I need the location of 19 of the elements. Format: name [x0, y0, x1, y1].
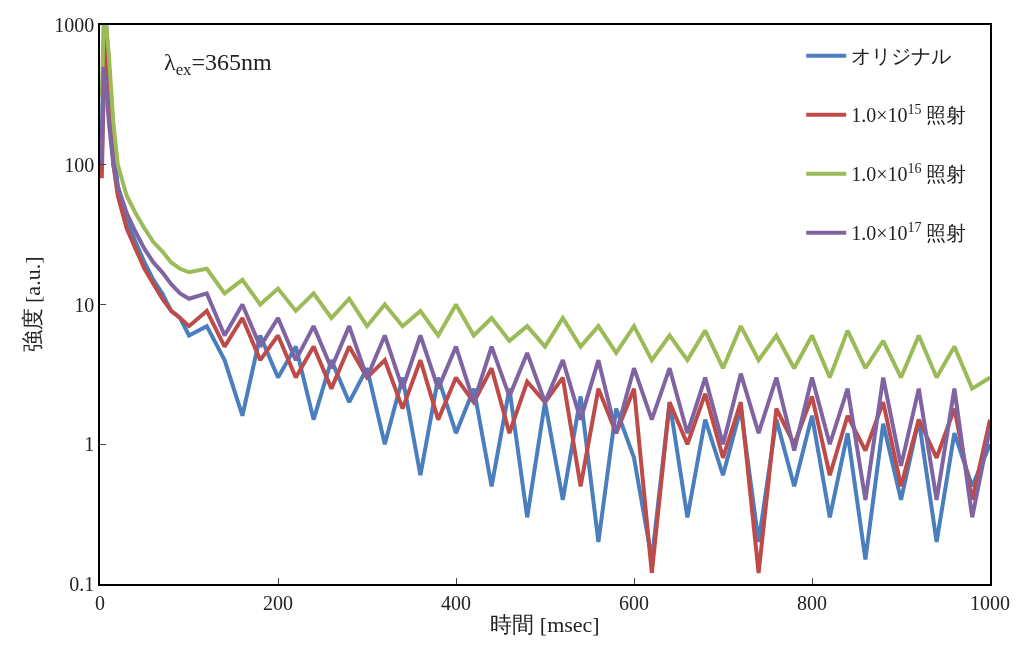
- x-tick-label: 200: [263, 591, 293, 614]
- legend-label: オリジナル: [851, 45, 952, 68]
- y-tick-label: 1: [84, 433, 95, 456]
- y-tick-label: 1000: [54, 14, 95, 36]
- legend-label: 1.0×10$^{15}$ 照射: [851, 102, 967, 127]
- legend-label: 1.0×10$^{16}$ 照射: [851, 161, 967, 186]
- y-axis-title: 強度 [a.u.]: [19, 256, 45, 353]
- annotation: λ$_{ex}$=365nm: [164, 49, 273, 80]
- y-tick-label: 0.1: [69, 573, 95, 595]
- x-axis-title: 時間 [msec]: [490, 612, 600, 638]
- legend-label: 1.0×10$^{17}$ 照射: [851, 220, 967, 245]
- x-tick-label: 0: [95, 591, 105, 614]
- x-tick-label: 400: [441, 591, 471, 614]
- line-series: [100, 25, 990, 391]
- y-tick-label: 10: [74, 293, 95, 316]
- x-tick-label: 600: [619, 591, 649, 614]
- y-tick-label: 100: [64, 153, 95, 176]
- x-tick-label: 1000: [970, 591, 1010, 614]
- x-tick-label: 800: [797, 591, 827, 614]
